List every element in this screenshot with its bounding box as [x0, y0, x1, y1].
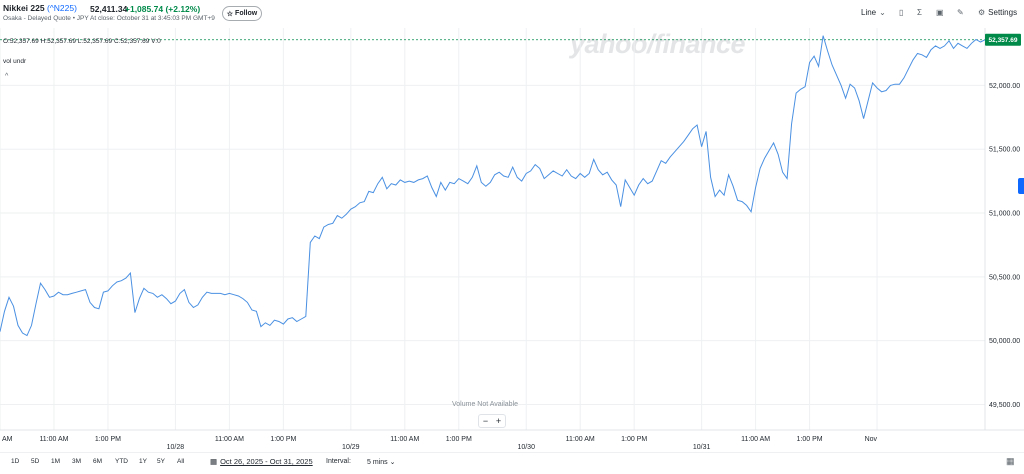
symbol-subtitle: Osaka - Delayed Quote • JPY — [3, 15, 89, 22]
x-tick-label: 11:00 AM — [215, 436, 244, 443]
volume-not-available: Volume Not Available — [452, 401, 519, 408]
y-tick-label: 49,500.00 — [989, 402, 1020, 409]
y-tick-label: 52,000.00 — [989, 83, 1020, 90]
y-tick-label: 50,500.00 — [989, 274, 1020, 281]
date-range-picker[interactable]: ▦ Oct 26, 2025 - Oct 31, 2025 — [210, 457, 313, 466]
x-tick-label: 11:00 AM — [39, 436, 68, 443]
x-tick-label: 11:00 AM — [566, 436, 595, 443]
y-tick-label: 51,000.00 — [989, 211, 1020, 218]
volume-study-label[interactable]: vol undr — [3, 58, 27, 65]
change-value: +1,085.74 — [125, 4, 164, 14]
draw-button[interactable]: ✎ — [957, 8, 964, 17]
follow-button[interactable]: ☆ Follow — [222, 6, 262, 21]
x-tick-label: 10/28 — [167, 444, 185, 451]
zoom-out-button[interactable]: − — [482, 416, 489, 426]
price-series-line — [0, 35, 986, 337]
quote-price: 52,411.34 — [90, 4, 128, 14]
x-tick-label: AM — [2, 436, 13, 443]
last-price-tag — [985, 33, 1021, 46]
date-range-text: Oct 26, 2025 - Oct 31, 2025 — [220, 457, 313, 466]
price-chart[interactable]: 49,500.00 50,000.00 50,500.00 51,000.00 51,5… — [0, 0, 1024, 452]
draw-icon: ✎ — [957, 8, 964, 17]
x-tick-label: 1:00 PM — [270, 436, 296, 443]
calendar-icon[interactable]: ▦ — [1006, 456, 1015, 466]
interval-label: Interval: — [326, 458, 351, 465]
x-tick-label: 1:00 PM — [95, 436, 121, 443]
chevron-down-icon: ⌄ — [389, 459, 396, 466]
collapse-caret-icon[interactable]: ^ — [5, 73, 9, 80]
range-1m[interactable]: 1M — [51, 458, 61, 465]
chart-type-dropdown[interactable]: Line ⌄ — [861, 8, 886, 17]
compare-button[interactable]: ▯ — [899, 8, 903, 17]
settings-button[interactable]: ⚙ Settings — [978, 8, 1017, 17]
range-5d[interactable]: 5D — [31, 458, 40, 465]
range-5y[interactable]: 5Y — [157, 458, 165, 465]
calendar-icon: ▦ — [210, 457, 218, 466]
x-tick-label: 1:00 PM — [797, 436, 823, 443]
chart-type-label: Line — [861, 8, 877, 17]
interval-dropdown[interactable]: 5 mins ⌄ — [367, 458, 395, 466]
change-percent: (+2.12%) — [165, 4, 201, 14]
range-3m[interactable]: 3M — [72, 458, 82, 465]
gear-icon: ⚙ — [978, 8, 986, 17]
x-tick-label: 11:00 AM — [741, 436, 770, 443]
range-1d[interactable]: 1D — [11, 458, 20, 465]
panel-handle[interactable] — [1018, 178, 1024, 194]
follow-label: Follow — [235, 10, 258, 17]
compare-icon: ▯ — [899, 8, 904, 17]
symbol-code[interactable]: (^N225) — [46, 3, 77, 13]
symbol-title: Nikkei 225 (^N225) — [3, 3, 77, 13]
zoom-controls: − + — [478, 414, 506, 428]
range-all[interactable]: All — [177, 458, 185, 465]
quote-header: Nikkei 225 (^N225) Osaka - Delayed Quote… — [0, 0, 1024, 28]
x-tick-label: 1:00 PM — [621, 436, 647, 443]
range-ytd[interactable]: YTD — [115, 458, 128, 465]
zoom-in-button[interactable]: + — [495, 416, 502, 426]
range-1y[interactable]: 1Y — [139, 458, 147, 465]
range-6m[interactable]: 6M — [93, 458, 103, 465]
x-tick-label: 10/30 — [517, 444, 535, 451]
y-tick-label: 50,000.00 — [989, 338, 1020, 345]
yahoo-finance-watermark: yahoo/finance — [570, 29, 746, 59]
calendar-icon: ▣ — [936, 8, 944, 17]
events-button[interactable]: ▣ — [936, 8, 944, 17]
chevron-down-icon: ⌄ — [879, 8, 886, 17]
symbol-name: Nikkei 225 — [3, 3, 45, 13]
x-tick-label: 10/31 — [693, 444, 711, 451]
interval-value: 5 mins — [367, 459, 388, 466]
x-tick-label: 10/29 — [342, 444, 360, 451]
y-tick-label: 51,500.00 — [989, 147, 1020, 154]
chart-footer: 1D 5D 1M 3M 6M YTD 1Y 5Y All ▦ Oct 26, 2… — [0, 452, 1024, 474]
settings-label: Settings — [988, 8, 1018, 17]
last-price-label: 52,357.69 — [989, 37, 1018, 44]
quote-change: +1,085.74 (+2.12%) — [125, 4, 200, 14]
quote-time: At close: October 31 at 3:45:03 PM GMT+9 — [90, 15, 215, 22]
ohlc-readout: O:52,357.69 H:52,357.69 L:52,357.69 C:52… — [3, 38, 161, 45]
star-icon: ☆ — [226, 10, 234, 18]
indicators-button[interactable]: Σ — [917, 8, 922, 17]
x-tick-label: Nov — [865, 436, 878, 443]
x-tick-label: 1:00 PM — [446, 436, 472, 443]
indicators-icon: Σ — [917, 8, 922, 17]
x-tick-label: 11:00 AM — [390, 436, 419, 443]
